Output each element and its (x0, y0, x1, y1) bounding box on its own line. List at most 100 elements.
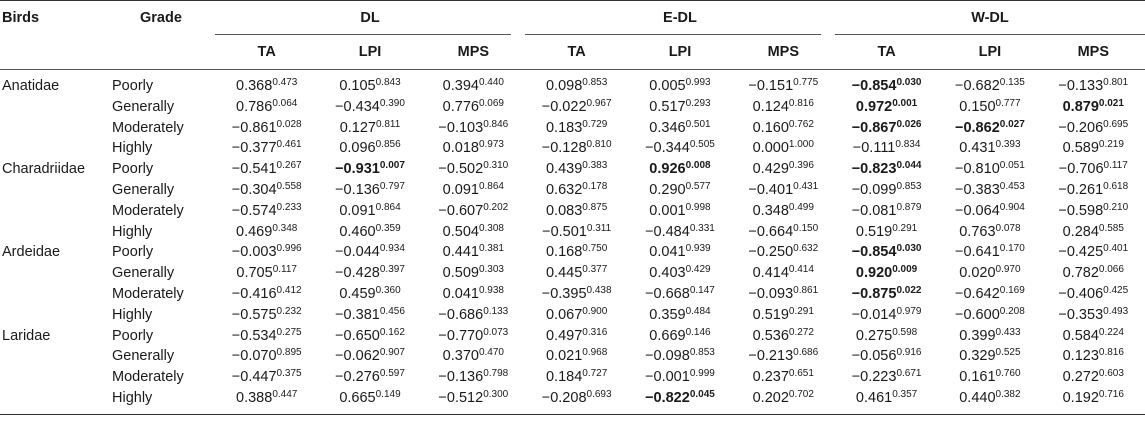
cell-value: 0.6690.146 (628, 326, 731, 347)
header-group-dl-label: DL (360, 10, 380, 26)
cell-p-value: 0.999 (689, 368, 715, 380)
cell-coefficient: 0.669 (649, 327, 686, 344)
cell-value: −0.4340.390 (318, 97, 421, 118)
cell-coefficient: −0.381 (335, 306, 380, 323)
cell-p-value: 0.150 (793, 222, 819, 234)
cell-coefficient: 0.926 (649, 161, 686, 178)
cell-p-value: 0.816 (1098, 347, 1124, 359)
cell-p-value: 0.900 (582, 305, 608, 317)
cell-p-value: 0.801 (1103, 77, 1129, 88)
cell-coefficient: −0.223 (851, 369, 897, 386)
cell-p-value: 0.967 (586, 97, 612, 109)
cell-p-value: 0.843 (375, 77, 401, 88)
cell-bird-family: Charadriidae (2, 161, 86, 178)
cell-coefficient: 0.786 (236, 98, 273, 115)
cell-p-value: 0.026 (896, 118, 922, 130)
cell-p-value: 0.934 (379, 243, 405, 255)
cell-coefficient: −0.001 (645, 369, 690, 386)
cell-p-value: 0.311 (586, 222, 612, 234)
cell-value: −0.1330.801 (1042, 70, 1145, 97)
cell-value: 0.4450.377 (525, 263, 628, 284)
cell-p-value: 0.777 (995, 97, 1021, 109)
cell-p-value: 0.146 (685, 326, 711, 338)
cell-value: 0.3680.473 (215, 70, 318, 97)
cell-coefficient: 0.067 (545, 306, 583, 323)
cell-p-value: 0.798 (483, 368, 509, 380)
table-row: Highly −0.5750.232 −0.3810.456 −0.6860.133 0… (0, 305, 1145, 326)
cell-coefficient: −0.861 (231, 119, 277, 136)
cell-value: 0.1840.727 (525, 367, 628, 388)
cell-coefficient: −0.706 (1058, 161, 1104, 178)
cell-p-value: 0.864 (375, 201, 401, 213)
group-underline (834, 34, 1145, 35)
cell-coefficient: 0.763 (959, 223, 996, 240)
cell-value: −0.1110.834 (835, 138, 938, 159)
cell-p-value: 0.879 (896, 201, 922, 213)
cell-p-value: 0.293 (685, 97, 711, 109)
cell-p-value: 0.729 (582, 118, 608, 130)
cell-grade: Highly (112, 223, 153, 240)
cell-grade: Poorly (112, 78, 154, 94)
cell-value: 0.1230.816 (1042, 346, 1145, 367)
cell-p-value: 0.998 (685, 201, 711, 213)
cell-p-value: 0.433 (995, 326, 1021, 338)
cell-value: 0.6650.149 (318, 387, 422, 415)
cell-coefficient: 0.920 (855, 265, 893, 282)
cell-value: −0.6640.150 (732, 222, 835, 243)
header-grade: Grade (140, 10, 182, 26)
cell-value: 0.4600.359 (318, 222, 421, 243)
cell-bird-family (0, 387, 113, 415)
cell-value: 0.8790.021 (1042, 97, 1145, 118)
cell-value: 0.3590.484 (628, 305, 731, 326)
cell-coefficient: 0.441 (442, 244, 479, 261)
cell-bird-family (0, 97, 112, 118)
cell-value: 0.1600.762 (732, 118, 835, 139)
cell-coefficient: −0.822 (645, 389, 690, 406)
cell-coefficient: 0.461 (855, 389, 893, 406)
cell-value: 0.3940.440 (422, 70, 525, 97)
cell-coefficient: −0.213 (748, 348, 794, 365)
cell-grade: Generally (112, 265, 175, 282)
cell-value: −0.6070.202 (422, 201, 525, 222)
cell-p-value: 0.916 (896, 347, 922, 359)
cell-p-value: 0.603 (1098, 368, 1124, 380)
cell-coefficient: −0.136 (335, 181, 380, 198)
cell-value: 0.5090.303 (422, 263, 525, 284)
cell-value: 0.1270.811 (318, 118, 421, 139)
cell-coefficient: 0.469 (236, 223, 273, 240)
cell-coefficient: 0.041 (442, 285, 479, 302)
cell-p-value: 0.456 (379, 305, 405, 317)
cell-p-value: 0.750 (582, 243, 608, 255)
cell-value: 0.3480.499 (732, 201, 835, 222)
cell-coefficient: −0.377 (231, 140, 277, 157)
cell-value: 0.1830.729 (525, 118, 628, 139)
cell-p-value: 0.853 (689, 347, 715, 359)
cell-coefficient: 0.439 (545, 161, 583, 178)
cell-p-value: 0.853 (896, 180, 922, 192)
cell-value: 0.0960.856 (318, 138, 421, 159)
cell-coefficient: −0.003 (231, 244, 277, 261)
cell-value: 0.0010.998 (628, 201, 731, 222)
cell-value: 0.9720.001 (835, 97, 938, 118)
cell-p-value: 0.447 (272, 388, 298, 400)
cell-coefficient: 0.517 (649, 98, 686, 115)
cell-p-value: 0.147 (689, 284, 715, 296)
cell-value: −0.4060.425 (1042, 284, 1145, 305)
cell-value: 0.0410.939 (628, 242, 731, 263)
cell-value: −0.8670.026 (835, 118, 938, 139)
cell-bird-family (0, 180, 112, 201)
cell-coefficient: 0.161 (959, 369, 996, 386)
cell-coefficient: 0.403 (649, 265, 686, 282)
cell-p-value: 0.810 (586, 139, 612, 151)
cell-value: −0.8750.022 (835, 284, 938, 305)
cell-value: −0.0440.934 (318, 242, 421, 263)
cell-coefficient: 0.272 (1062, 369, 1099, 386)
cell-coefficient: −0.502 (438, 161, 484, 178)
cell-coefficient: −0.664 (748, 223, 794, 240)
table-row: Charadriidae Poorly −0.5410.267 −0.9310.007… (0, 159, 1145, 180)
cell-p-value: 0.348 (272, 222, 298, 234)
cell-p-value: 0.429 (685, 264, 711, 276)
cell-value: −0.0140.979 (835, 305, 938, 326)
cell-value: 0.5040.308 (422, 222, 525, 243)
cell-coefficient: 0.879 (1062, 98, 1099, 115)
